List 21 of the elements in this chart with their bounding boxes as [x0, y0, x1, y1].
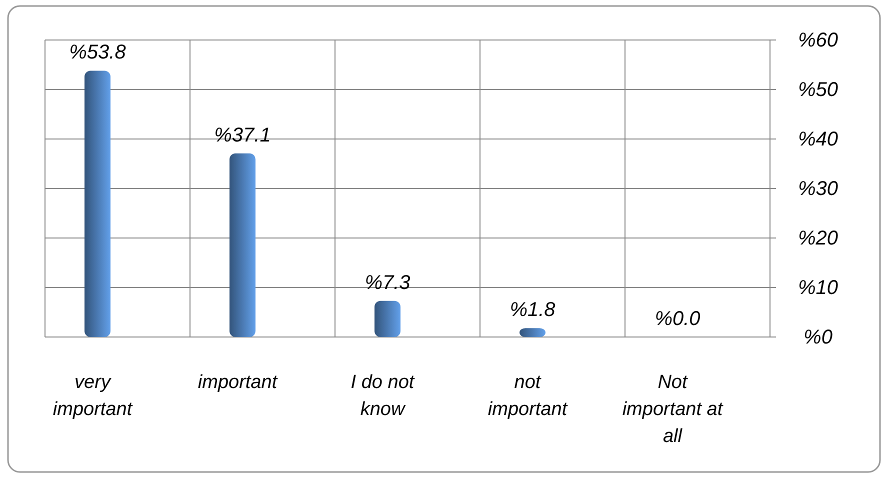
y-tick-label: %10 [798, 276, 838, 299]
x-tick-label: Not important at all [622, 372, 724, 447]
x-tick-label: I do not know [350, 372, 415, 420]
data-label: %37.1 [214, 124, 271, 146]
data-label: %53.8 [69, 42, 126, 64]
y-tick-label: %60 [798, 29, 838, 52]
y-tick-label: %30 [798, 178, 838, 200]
bar [520, 328, 546, 337]
y-tick-label: %20 [798, 227, 838, 250]
y-tick-label: %40 [798, 128, 838, 150]
y-tick-label: %50 [798, 78, 838, 101]
x-tick-label: very important [52, 372, 133, 420]
bar [230, 153, 256, 337]
data-label: %7.3 [364, 272, 410, 294]
y-tick-label: %0 [804, 326, 832, 348]
x-tick-label: not important [488, 372, 568, 420]
x-tick-label: important [198, 372, 278, 393]
data-label: %0.0 [654, 308, 700, 330]
bar [84, 70, 110, 337]
data-label: %1.8 [510, 299, 556, 322]
bar [374, 300, 400, 337]
